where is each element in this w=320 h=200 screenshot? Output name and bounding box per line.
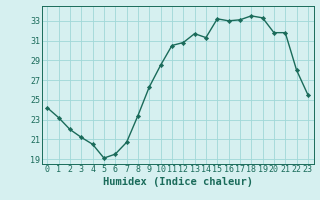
X-axis label: Humidex (Indice chaleur): Humidex (Indice chaleur) bbox=[103, 177, 252, 187]
